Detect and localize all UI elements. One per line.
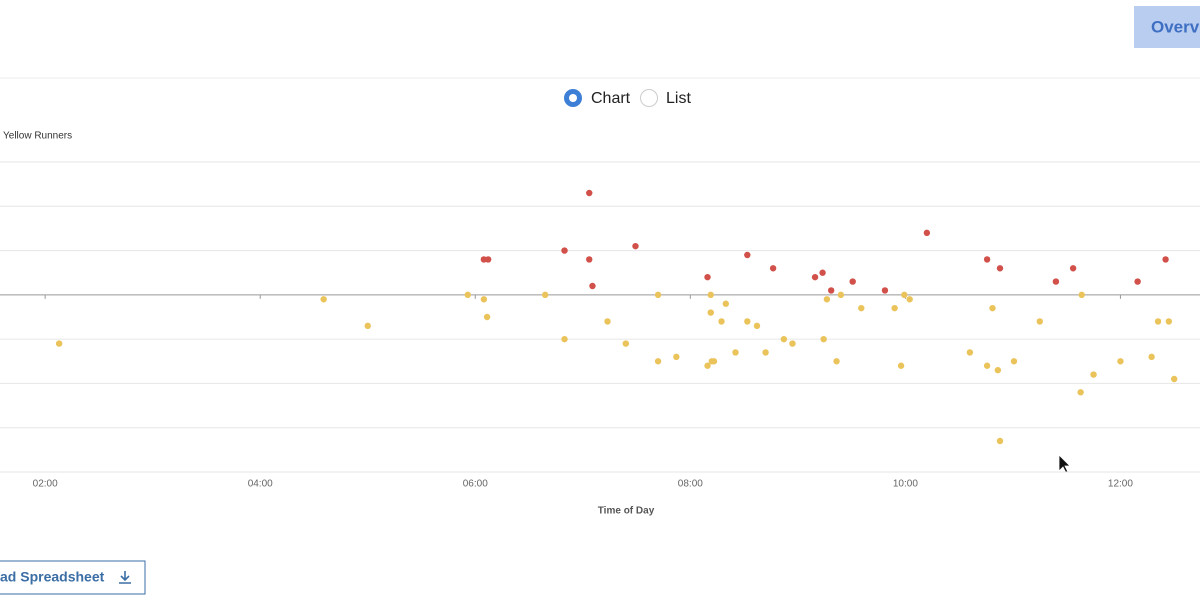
x-tick-label: 06:00: [463, 479, 488, 490]
radio-dot: [569, 94, 577, 102]
point: [744, 251, 751, 259]
point: [849, 278, 856, 285]
overview-button[interactable]: [1134, 6, 1200, 48]
point: [707, 291, 714, 299]
point: [484, 256, 492, 263]
point: [996, 265, 1004, 272]
download-button[interactable]: [0, 560, 146, 595]
point: [983, 362, 991, 369]
point: [906, 296, 913, 303]
point: [762, 349, 769, 356]
point: [996, 437, 1004, 445]
point: [897, 362, 905, 369]
point: [789, 340, 796, 347]
download-icon: [119, 571, 131, 584]
overview-label[interactable]: Overvi: [1151, 17, 1200, 36]
point: [1090, 371, 1097, 378]
point: [811, 273, 819, 281]
point: [769, 265, 777, 272]
point: [55, 340, 63, 347]
radio-list[interactable]: [640, 89, 658, 107]
radio-label[interactable]: List: [666, 90, 691, 107]
point: [858, 304, 865, 312]
x-tick-label: 02:00: [33, 479, 58, 490]
plot: 02:00 04:00 06:00 08:00 10:00 12:00: [0, 161, 1200, 490]
point: [464, 291, 471, 299]
point: [989, 304, 996, 312]
point: [1052, 278, 1060, 285]
point: [718, 318, 725, 325]
point: [780, 335, 788, 343]
point: [722, 300, 730, 307]
point: [1154, 318, 1162, 325]
point: [1162, 256, 1169, 263]
point: [820, 335, 827, 343]
cursor: [1058, 454, 1071, 474]
point: [923, 229, 931, 237]
point: [632, 242, 639, 250]
point: [561, 247, 568, 254]
point: [837, 291, 845, 299]
point: [654, 358, 662, 365]
x-tick-label: 08:00: [678, 479, 703, 490]
point: [827, 287, 835, 294]
point: [1036, 318, 1043, 325]
download-label[interactable]: ad Spreadsheet: [0, 569, 105, 585]
point: [673, 353, 680, 361]
point: [1134, 278, 1141, 285]
point: [1117, 358, 1124, 365]
point: [966, 349, 974, 356]
x-tick-label: 04:00: [248, 479, 273, 490]
point: [483, 313, 491, 321]
legend-entry[interactable]: Yellow Runners: [3, 131, 72, 142]
point: [983, 256, 991, 263]
point: [561, 335, 568, 343]
point: [744, 318, 751, 325]
point: [833, 358, 840, 365]
point: [654, 291, 662, 299]
point: [1148, 353, 1155, 361]
point: [1165, 318, 1173, 325]
point: [732, 349, 739, 356]
x-tick-label: 12:00: [1108, 479, 1133, 490]
point: [1010, 358, 1018, 365]
point: [704, 362, 711, 369]
x-axis-title: Time of Day: [598, 506, 655, 517]
point: [1078, 291, 1085, 299]
point: [622, 340, 630, 347]
x-tick-label: 10:00: [893, 479, 918, 490]
point: [586, 189, 593, 197]
point: [753, 322, 761, 330]
point: [589, 282, 596, 290]
point: [604, 318, 611, 325]
radio-label[interactable]: Chart: [591, 90, 631, 107]
point: [364, 322, 371, 330]
point: [994, 366, 1002, 374]
point: [480, 296, 488, 303]
point: [819, 269, 826, 276]
point: [823, 296, 831, 303]
point: [710, 358, 718, 365]
point: [1077, 389, 1084, 396]
point: [704, 273, 711, 281]
point: [541, 291, 549, 299]
point: [891, 304, 898, 312]
point: [901, 291, 908, 299]
point: [320, 296, 327, 303]
point: [707, 309, 714, 316]
point: [586, 256, 593, 263]
point: [1170, 375, 1178, 383]
point: [881, 287, 889, 294]
point: [1069, 265, 1077, 272]
